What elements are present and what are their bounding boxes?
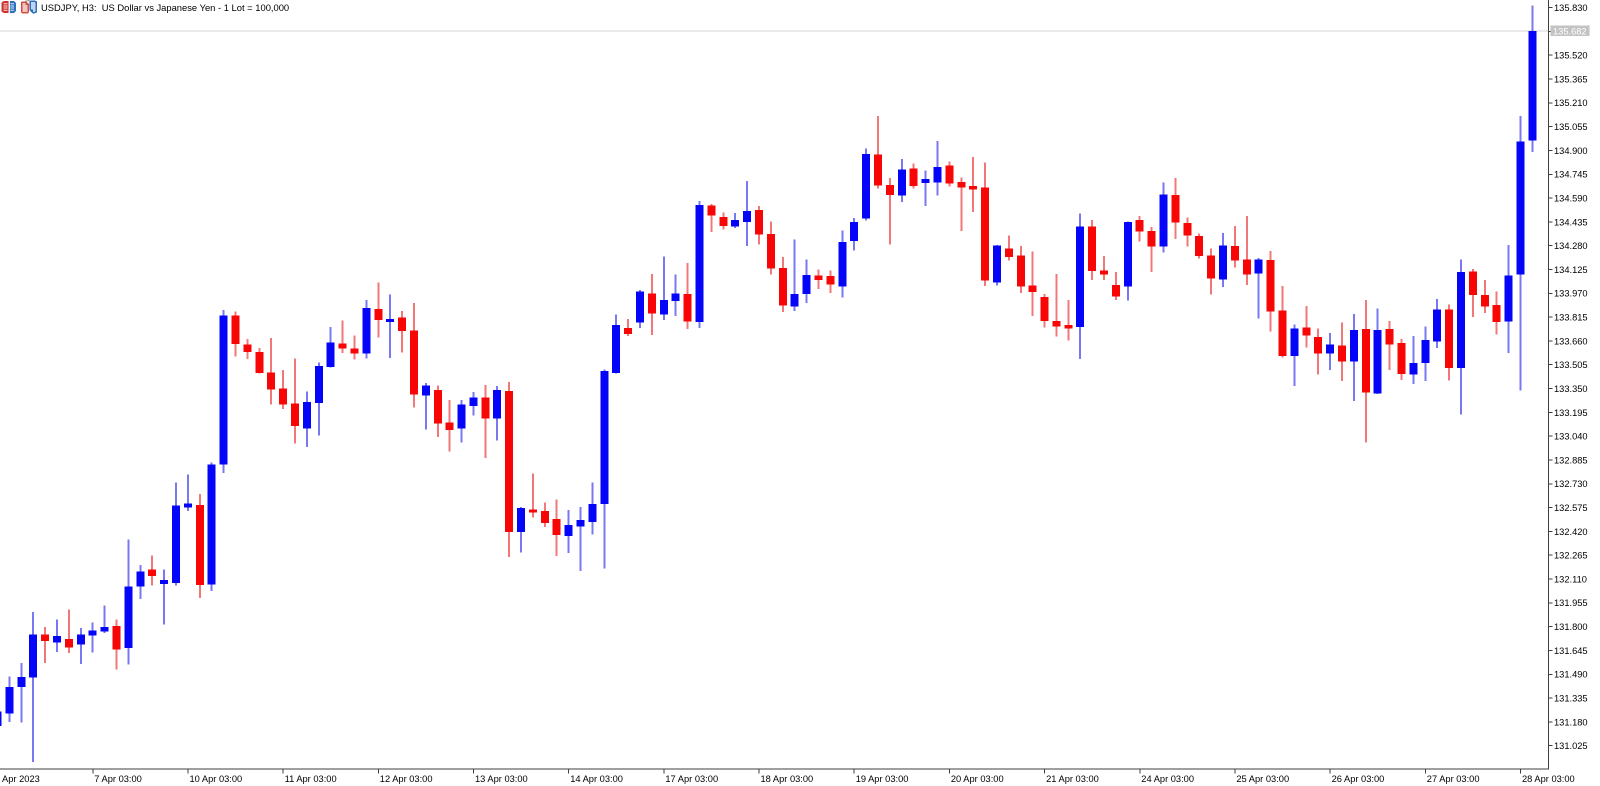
svg-text:19 Apr 03:00: 19 Apr 03:00 <box>856 774 909 784</box>
svg-text:134.125: 134.125 <box>1554 265 1588 275</box>
svg-text:USDJPY, H3: US Dollar vs Japa: USDJPY, H3: US Dollar vs Japanese Yen - … <box>41 2 289 13</box>
svg-text:132.885: 132.885 <box>1554 455 1588 465</box>
svg-text:131.180: 131.180 <box>1554 717 1588 727</box>
svg-text:135.210: 135.210 <box>1554 98 1588 108</box>
svg-text:25 Apr 03:00: 25 Apr 03:00 <box>1236 774 1289 784</box>
svg-text:134.435: 134.435 <box>1554 217 1588 227</box>
svg-text:21 Apr 03:00: 21 Apr 03:00 <box>1046 774 1099 784</box>
svg-text:131.800: 131.800 <box>1554 622 1588 632</box>
svg-text:20 Apr 03:00: 20 Apr 03:00 <box>951 774 1004 784</box>
svg-text:131.645: 131.645 <box>1554 646 1588 656</box>
svg-text:10 Apr 03:00: 10 Apr 03:00 <box>190 774 243 784</box>
svg-text:132.420: 132.420 <box>1554 527 1588 537</box>
svg-text:134.280: 134.280 <box>1554 241 1588 251</box>
svg-text:13 Apr 03:00: 13 Apr 03:00 <box>475 774 528 784</box>
svg-text:133.350: 133.350 <box>1554 384 1588 394</box>
svg-text:133.195: 133.195 <box>1554 408 1588 418</box>
svg-text:7 Apr 03:00: 7 Apr 03:00 <box>94 774 142 784</box>
svg-text:131.955: 131.955 <box>1554 598 1588 608</box>
svg-text:131.335: 131.335 <box>1554 694 1588 704</box>
svg-text:132.265: 132.265 <box>1554 551 1588 561</box>
svg-text:24 Apr 03:00: 24 Apr 03:00 <box>1141 774 1194 784</box>
svg-text:26 Apr 03:00: 26 Apr 03:00 <box>1332 774 1385 784</box>
svg-text:132.730: 132.730 <box>1554 479 1588 489</box>
svg-text:28 Apr 03:00: 28 Apr 03:00 <box>1522 774 1575 784</box>
svg-text:14 Apr 03:00: 14 Apr 03:00 <box>570 774 623 784</box>
svg-text:135.830: 135.830 <box>1554 3 1588 13</box>
svg-text:134.745: 134.745 <box>1554 170 1588 180</box>
svg-text:135.520: 135.520 <box>1554 51 1588 61</box>
svg-text:18 Apr 03:00: 18 Apr 03:00 <box>761 774 814 784</box>
svg-text:27 Apr 03:00: 27 Apr 03:00 <box>1427 774 1480 784</box>
svg-text:135.365: 135.365 <box>1554 74 1588 84</box>
svg-text:134.590: 134.590 <box>1554 194 1588 204</box>
svg-text:135.055: 135.055 <box>1554 122 1588 132</box>
svg-text:133.660: 133.660 <box>1554 336 1588 346</box>
svg-text:133.505: 133.505 <box>1554 360 1588 370</box>
svg-text:17 Apr 03:00: 17 Apr 03:00 <box>665 774 718 784</box>
svg-text:135.682: 135.682 <box>1553 26 1587 36</box>
svg-text:133.970: 133.970 <box>1554 289 1588 299</box>
svg-text:132.575: 132.575 <box>1554 503 1588 513</box>
svg-text:12 Apr 03:00: 12 Apr 03:00 <box>380 774 433 784</box>
svg-text:132.110: 132.110 <box>1554 574 1587 584</box>
svg-text:131.490: 131.490 <box>1554 670 1588 680</box>
svg-text:133.040: 133.040 <box>1554 432 1588 442</box>
svg-text:6 Apr 2023: 6 Apr 2023 <box>0 774 40 784</box>
svg-text:11 Apr 03:00: 11 Apr 03:00 <box>285 774 337 784</box>
svg-text:131.025: 131.025 <box>1554 741 1588 751</box>
svg-text:133.815: 133.815 <box>1554 313 1588 323</box>
svg-text:134.900: 134.900 <box>1554 146 1588 156</box>
